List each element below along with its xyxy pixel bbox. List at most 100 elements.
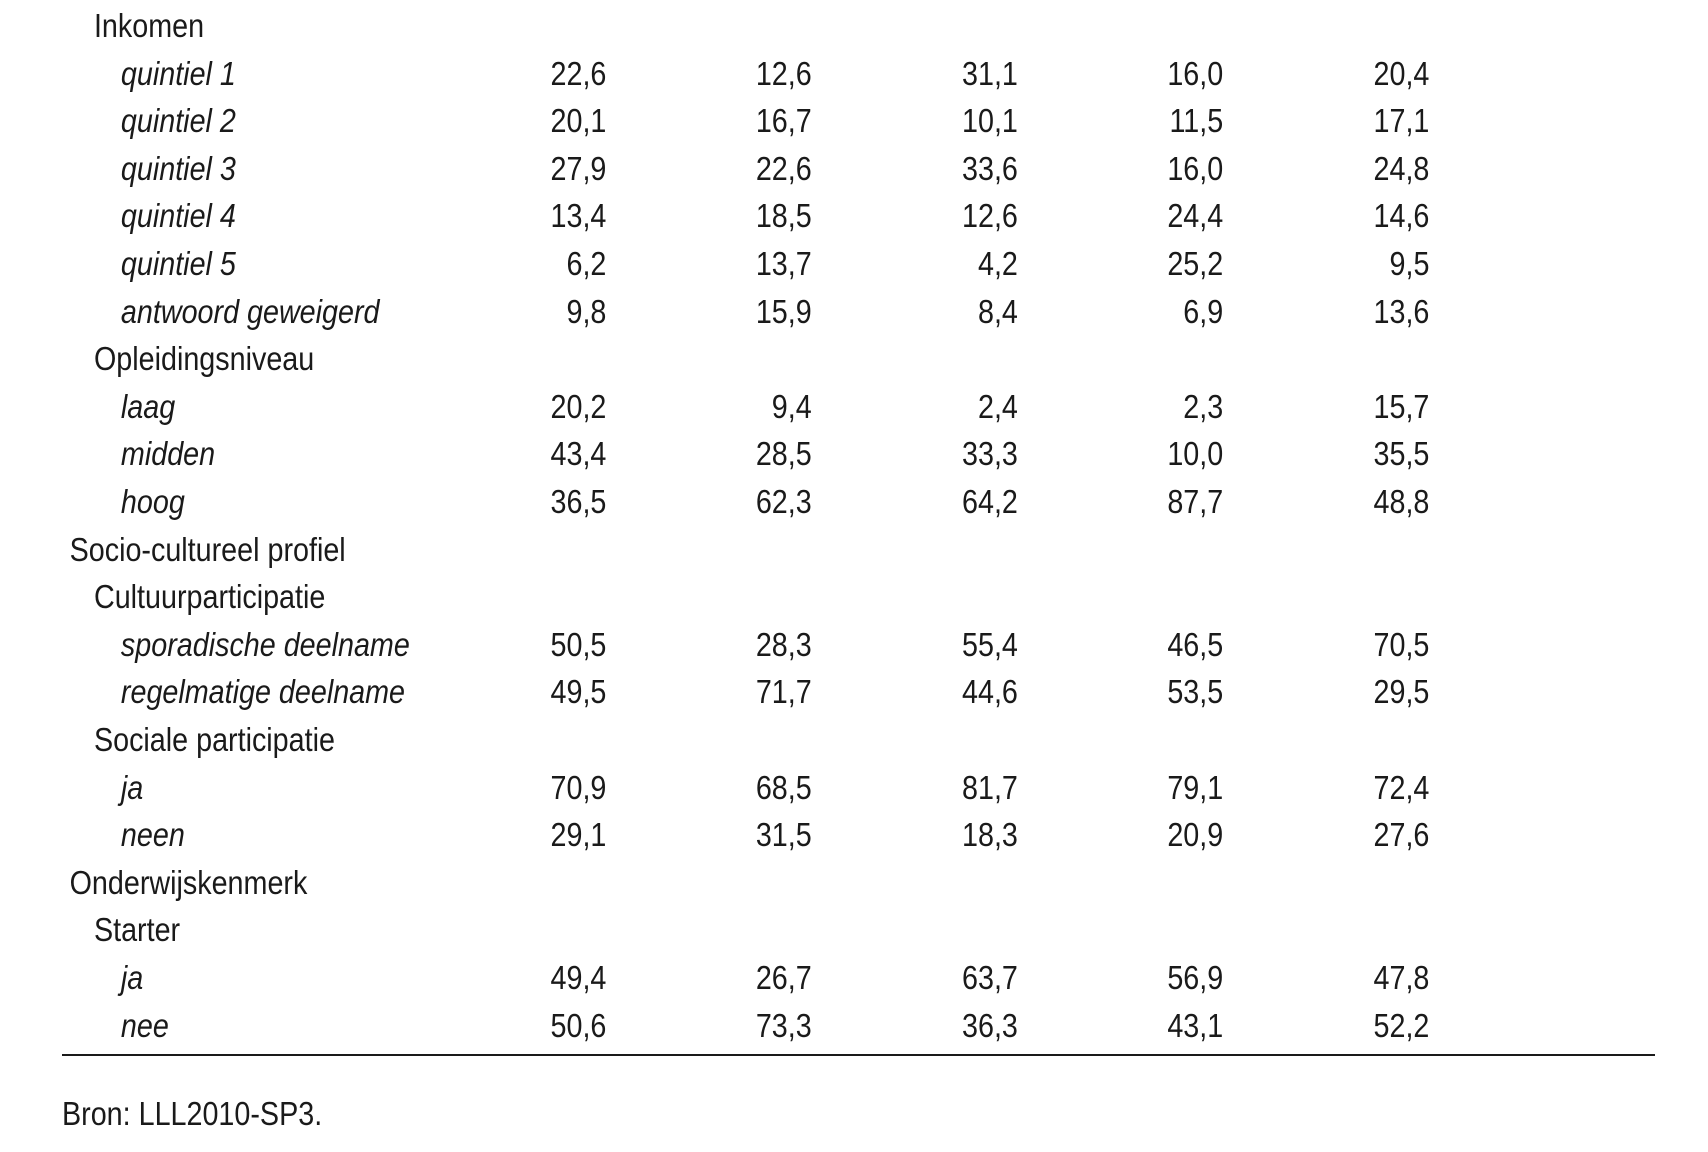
group-heading-row: Inkomen [0,2,1486,50]
table-cell: 15,7 [1373,387,1430,425]
table-cell: 13,4 [550,197,607,235]
row-label: quintiel 1 [120,54,236,92]
table-cell: 13,7 [755,245,812,282]
row-label: midden [120,435,216,473]
table-cell: 79,1 [1167,768,1224,806]
row-label: quintiel 2 [120,102,236,140]
group-label: Opleidingsniveau [93,340,315,378]
row-label: sporadische deelname [120,625,410,663]
table-cell: 43,1 [1167,1006,1224,1044]
group-heading-row: Starter [0,906,1486,954]
table-cell: 46,5 [1167,625,1224,663]
table-cell: 4,2 [977,245,1018,282]
table-cell: 47,8 [1373,959,1430,996]
table-cell: 48,8 [1373,483,1430,520]
table-cell: 56,9 [1167,959,1224,996]
table-cell: 16,0 [1167,54,1224,92]
table-row: antwoord geweigerd 9,8 15,9 8,4 6,9 13,6 [0,288,1486,336]
table-row: neen 29,1 31,5 18,3 20,9 27,6 [0,811,1486,859]
section-heading-row: Onderwijskenmerk [0,859,1486,907]
table-cell: 29,1 [550,816,607,854]
table-cell: 50,5 [550,625,607,663]
table-cell: 29,5 [1373,673,1430,711]
row-label: nee [120,1006,169,1044]
table-cell: 72,4 [1373,768,1430,806]
table-cell: 12,6 [755,54,812,92]
table-cell: 44,6 [962,673,1018,711]
table-cell: 36,3 [962,1006,1018,1044]
table-cell: 18,3 [962,816,1018,854]
table-cell: 87,7 [1167,483,1224,520]
table-cell: 55,4 [962,625,1018,663]
table-cell: 81,7 [962,768,1018,806]
table-cell: 18,5 [755,197,812,235]
table-cell: 53,5 [1167,673,1224,711]
table-cell: 20,4 [1373,54,1430,92]
group-label: Cultuurparticipatie [93,578,326,616]
table-cell: 20,2 [550,387,607,425]
table-cell: 13,6 [1373,292,1430,330]
table-cell: 24,8 [1373,149,1430,187]
table-cell: 24,4 [1167,197,1224,235]
table-cell: 2,4 [977,387,1018,425]
group-label: Starter [93,911,181,949]
table-bottom-rule [62,1054,1655,1056]
row-label: quintiel 4 [120,197,236,235]
table-cell: 27,9 [550,149,607,187]
table-cell: 35,5 [1373,435,1430,473]
table-cell: 73,3 [755,1006,812,1044]
table-row: quintiel 2 20,1 16,7 10,1 11,5 17,1 [0,97,1486,145]
table-cell: 28,5 [755,435,812,473]
table-cell: 28,3 [755,625,812,663]
table-cell: 22,6 [755,149,812,187]
table-cell: 62,3 [755,483,812,520]
table-cell: 22,6 [550,54,607,92]
table-cell: 9,5 [1389,245,1430,282]
table-cell: 36,5 [550,483,607,520]
table-row: ja 49,4 26,7 63,7 56,9 47,8 [0,954,1486,1002]
table-row: midden 43,4 28,5 33,3 10,0 35,5 [0,430,1486,478]
table-cell: 64,2 [962,483,1018,520]
table-cell: 10,1 [962,102,1018,140]
source-note: Bron: LLL2010-SP3. [62,1095,323,1132]
table-cell: 31,1 [962,54,1018,92]
table-cell: 11,5 [1169,102,1224,140]
table-cell: 17,1 [1373,102,1430,140]
table-cell: 8,4 [977,292,1018,330]
table-cell: 71,7 [755,673,812,711]
table-cell: 43,4 [550,435,607,473]
table-cell: 68,5 [755,768,812,806]
table-row: nee 50,6 73,3 36,3 43,1 52,2 [0,1002,1486,1050]
table-row: sporadische deelname 50,5 28,3 55,4 46,5 70,5 [0,621,1486,669]
table-cell: 6,9 [1183,292,1224,330]
table-row: regelmatige deelname 49,5 71,7 44,6 53,5 29,5 [0,668,1486,716]
row-label: ja [120,768,144,806]
table-cell: 12,6 [962,197,1018,235]
table-cell: 25,2 [1167,245,1224,282]
table-cell: 16,7 [755,102,812,140]
row-label: ja [120,959,144,996]
row-label: regelmatige deelname [120,673,406,711]
table-cell: 70,9 [550,768,607,806]
group-heading-row: Cultuurparticipatie [0,573,1486,621]
table-cell: 49,5 [550,673,607,711]
table-cell: 6,2 [566,245,607,282]
table-cell: 63,7 [962,959,1018,996]
section-label: Socio-cultureel profiel [69,530,346,568]
table-cell: 20,1 [550,102,607,140]
table-cell: 33,6 [962,149,1018,187]
row-label: quintiel 5 [120,245,236,282]
table-cell: 20,9 [1167,816,1224,854]
table-cell: 9,8 [566,292,607,330]
table-row: quintiel 1 22,6 12,6 31,1 16,0 20,4 [0,50,1486,98]
group-heading-row: Sociale participatie [0,716,1486,764]
group-label: Sociale participatie [93,721,335,758]
table-cell: 14,6 [1373,197,1430,235]
section-heading-row: Socio-cultureel profiel [0,526,1486,574]
table-cell: 70,5 [1373,625,1430,663]
table-cell: 49,4 [550,959,607,996]
table-cell: 10,0 [1167,435,1224,473]
table-row: laag 20,2 9,4 2,4 2,3 15,7 [0,383,1486,431]
group-label: Inkomen [93,7,205,44]
